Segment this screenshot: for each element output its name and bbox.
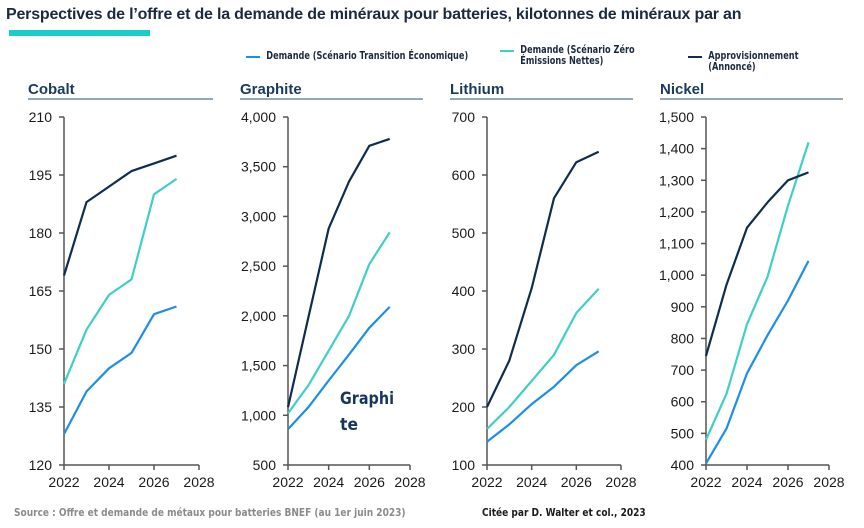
y-tick-label: 400 <box>452 283 476 299</box>
y-tick-label: 135 <box>29 399 53 415</box>
y-tick-label: 1,100 <box>659 236 694 252</box>
annotation-text: te <box>340 415 358 435</box>
legend-swatch-supply <box>688 56 703 58</box>
y-tick-label: 4,000 <box>241 109 276 125</box>
x-tick-label: 2028 <box>813 474 844 490</box>
legend-item-net-zero: Demande (Scénario Zéro Émissions Nettes) <box>500 45 635 67</box>
legend-swatch-transition <box>246 56 261 58</box>
y-tick-label: 500 <box>253 457 277 473</box>
y-tick-label: 700 <box>671 362 695 378</box>
y-tick-label: 1,500 <box>241 358 276 374</box>
y-tick-label: 500 <box>452 225 476 241</box>
series-line-net_zero-graphite <box>287 231 391 414</box>
y-tick-label: 180 <box>29 225 53 241</box>
panel-title-lithium: Lithium <box>450 81 504 98</box>
y-tick-label: 1,000 <box>659 267 694 283</box>
y-tick-label: 2,500 <box>241 258 276 274</box>
y-tick-label: 3,500 <box>241 159 276 175</box>
x-tick-label: 2024 <box>313 474 344 490</box>
legend-item-supply: Approvisionnement (Annoncé) <box>688 51 825 73</box>
y-tick-label: 1,200 <box>659 204 694 220</box>
y-tick-label: 2,000 <box>241 308 276 324</box>
series-line-net_zero-cobalt <box>62 177 178 385</box>
series-line-transition-lithium <box>486 350 600 443</box>
series-line-supply-nickel <box>704 171 809 357</box>
citation-note: Citée par D. Walter et col., 2023 <box>482 506 646 519</box>
x-tick-label: 2028 <box>183 474 214 490</box>
y-tick-label: 1,500 <box>659 109 694 125</box>
y-tick-label: 500 <box>671 425 695 441</box>
y-tick-label: 300 <box>452 341 476 357</box>
x-tick-label: 2028 <box>605 474 636 490</box>
y-tick-label: 800 <box>671 330 695 346</box>
legend-label: Demande (Scénario Transition Économique) <box>266 50 469 62</box>
series-line-net_zero-lithium <box>486 287 600 430</box>
y-tick-label: 195 <box>29 167 53 183</box>
title-accent-bar <box>9 30 150 36</box>
y-tick-label: 900 <box>671 299 695 315</box>
panel-title-nickel: Nickel <box>660 81 704 98</box>
x-tick-label: 2026 <box>138 474 169 490</box>
x-tick-label: 2022 <box>48 474 79 490</box>
x-tick-label: 2026 <box>354 474 385 490</box>
series-line-supply-cobalt <box>62 154 177 276</box>
y-tick-label: 200 <box>452 399 476 415</box>
y-tick-label: 150 <box>29 341 53 357</box>
x-tick-label: 2024 <box>516 474 547 490</box>
y-tick-label: 700 <box>452 109 476 125</box>
y-tick-label: 3,000 <box>241 208 276 224</box>
legend-swatch-net-zero <box>500 50 515 52</box>
legend-item-transition: Demande (Scénario Transition Économique) <box>246 51 468 62</box>
y-tick-label: 400 <box>671 457 695 473</box>
panel-title-graphite: Graphite <box>240 81 302 98</box>
x-tick-label: 2022 <box>272 474 303 490</box>
legend-label: Approvisionnement (Annoncé) <box>708 50 799 73</box>
x-tick-label: 2026 <box>561 474 592 490</box>
series-line-transition-cobalt <box>63 305 177 435</box>
y-tick-label: 600 <box>671 394 695 410</box>
y-tick-label: 1,000 <box>241 407 276 423</box>
x-tick-label: 2026 <box>772 474 803 490</box>
x-tick-label: 2022 <box>690 474 721 490</box>
y-tick-label: 1,300 <box>659 172 694 188</box>
y-tick-label: 165 <box>29 283 53 299</box>
page-title: Perspectives de l’offre et de la demande… <box>6 6 742 23</box>
series-line-transition-graphite <box>287 306 391 430</box>
x-tick-label: 2022 <box>471 474 502 490</box>
series-line-supply-graphite <box>286 137 391 408</box>
annotation-text: Graphi <box>340 389 394 409</box>
x-tick-label: 2024 <box>731 474 762 490</box>
series-line-transition-nickel <box>705 260 810 464</box>
series-line-supply-lithium <box>486 150 600 408</box>
y-tick-label: 100 <box>452 457 476 473</box>
series-line-net_zero-nickel <box>704 141 810 441</box>
x-tick-label: 2024 <box>93 474 124 490</box>
legend-label: Demande (Scénario Zéro Émissions Nettes) <box>520 44 635 67</box>
panel-title-cobalt: Cobalt <box>28 81 75 98</box>
y-tick-label: 120 <box>29 457 53 473</box>
y-tick-label: 600 <box>452 167 476 183</box>
source-note: Source : Offre et demande de métaux pour… <box>14 506 406 519</box>
x-tick-label: 2028 <box>394 474 425 490</box>
y-tick-label: 210 <box>29 109 53 125</box>
y-tick-label: 1,400 <box>659 141 694 157</box>
